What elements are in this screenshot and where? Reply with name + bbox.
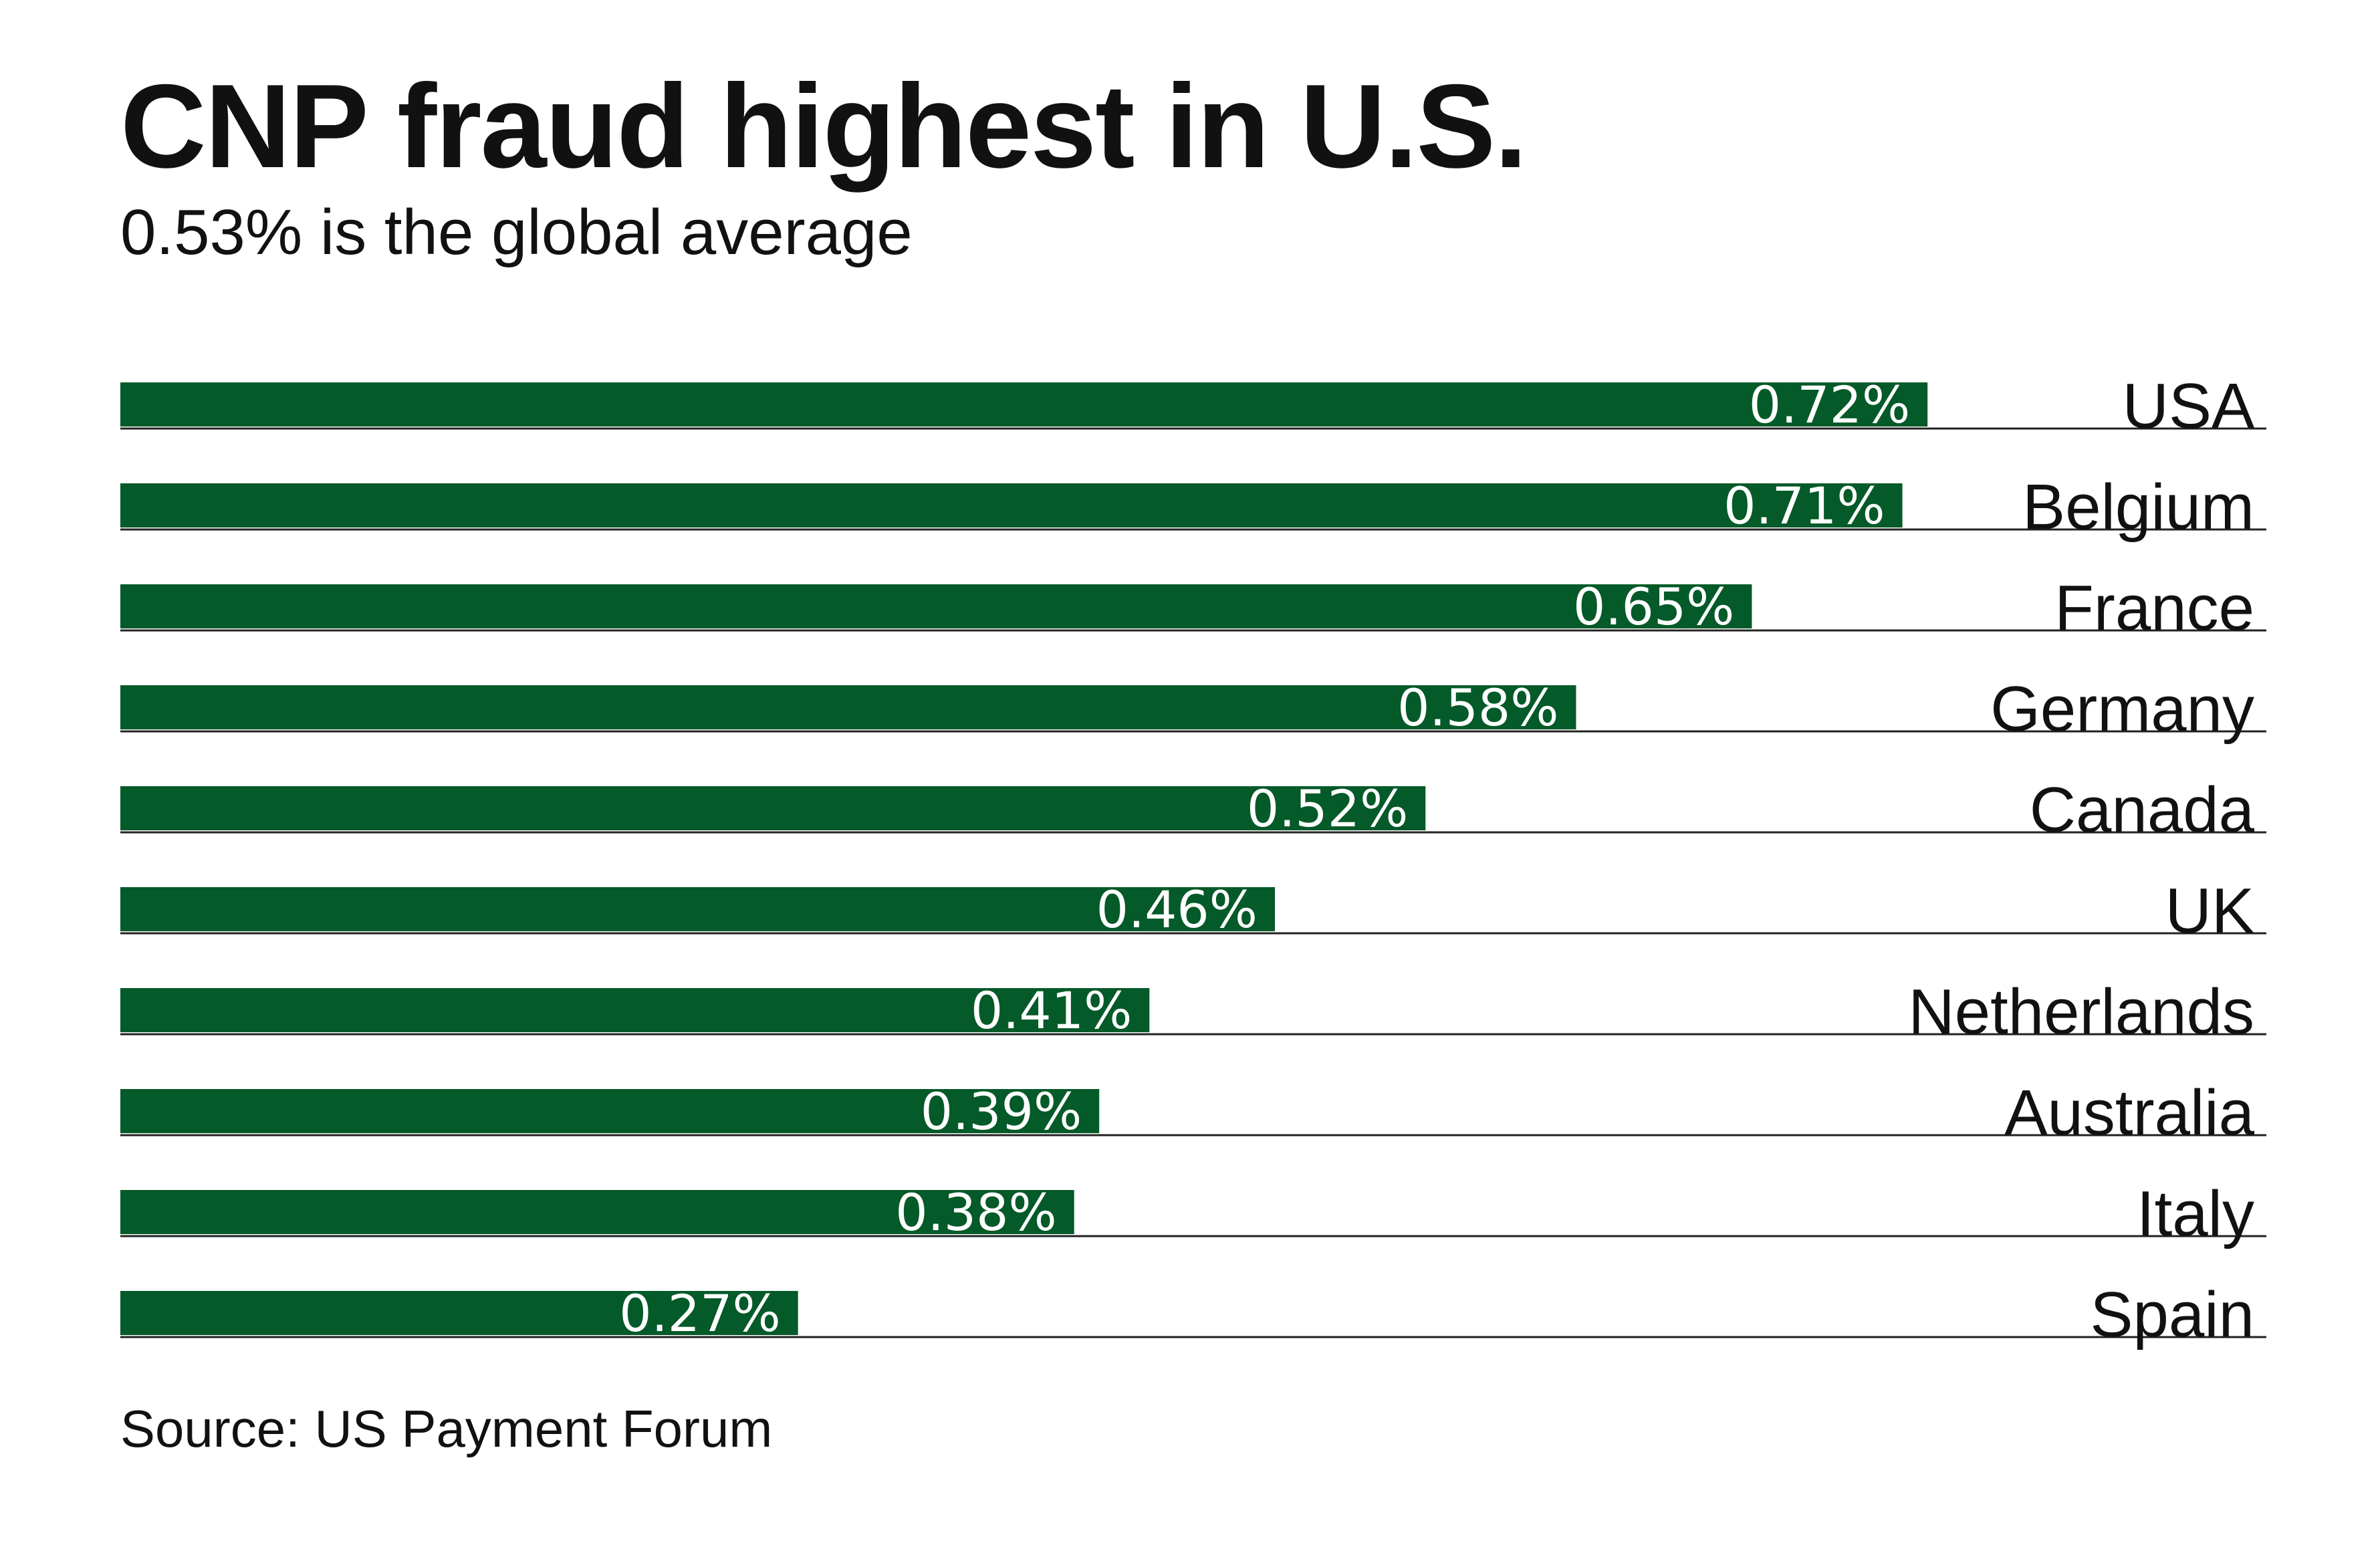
category-label: Spain bbox=[2090, 1279, 2254, 1350]
value-label: 0.46% bbox=[1096, 880, 1258, 939]
chart-subtitle: 0.53% is the global average bbox=[120, 197, 913, 268]
value-label: 0.41% bbox=[971, 981, 1132, 1040]
category-label: Italy bbox=[2137, 1178, 2254, 1249]
value-label: 0.58% bbox=[1397, 678, 1558, 737]
category-label: Canada bbox=[2030, 774, 2255, 846]
bar-australia bbox=[120, 1089, 1100, 1133]
value-label: 0.65% bbox=[1573, 577, 1734, 636]
value-label: 0.39% bbox=[921, 1082, 1082, 1141]
category-label: UK bbox=[2165, 875, 2254, 947]
category-label: Netherlands bbox=[1908, 976, 2254, 1048]
bar-belgium bbox=[120, 483, 1903, 527]
category-label: France bbox=[2054, 572, 2254, 644]
category-label: Belgium bbox=[2022, 471, 2254, 543]
value-label: 0.52% bbox=[1247, 779, 1408, 838]
value-label: 0.71% bbox=[1723, 476, 1885, 535]
category-label: Australia bbox=[2005, 1077, 2255, 1149]
category-label: Germany bbox=[1990, 673, 2254, 745]
bar-netherlands bbox=[120, 988, 1150, 1032]
value-label: 0.72% bbox=[1749, 375, 1910, 435]
bar-france bbox=[120, 584, 1752, 628]
bar-uk bbox=[120, 887, 1275, 931]
source-note: Source: US Payment Forum bbox=[120, 1399, 773, 1458]
bar-canada bbox=[120, 786, 1426, 830]
value-label: 0.38% bbox=[895, 1183, 1056, 1242]
chart-title: CNP fraud highest in U.S. bbox=[120, 59, 1528, 193]
value-label: 0.27% bbox=[619, 1284, 780, 1343]
bar-spain bbox=[120, 1291, 798, 1335]
bar-italy bbox=[120, 1190, 1074, 1234]
bar-germany bbox=[120, 685, 1576, 729]
category-label: USA bbox=[2123, 370, 2254, 442]
bar-usa bbox=[120, 382, 1928, 427]
